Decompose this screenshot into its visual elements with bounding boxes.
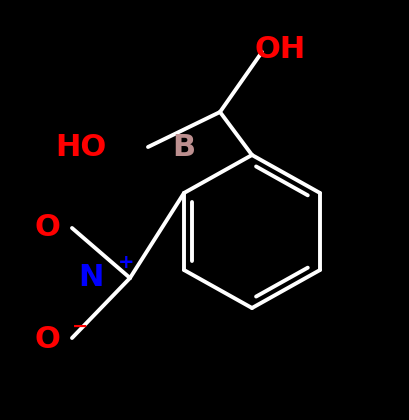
Text: −: − [72,317,88,336]
Text: OH: OH [254,35,306,64]
Text: HO: HO [55,134,106,163]
Text: O: O [35,326,61,354]
Text: B: B [172,134,195,163]
Text: N: N [78,263,103,292]
Text: O: O [35,213,61,242]
Text: +: + [118,252,134,271]
